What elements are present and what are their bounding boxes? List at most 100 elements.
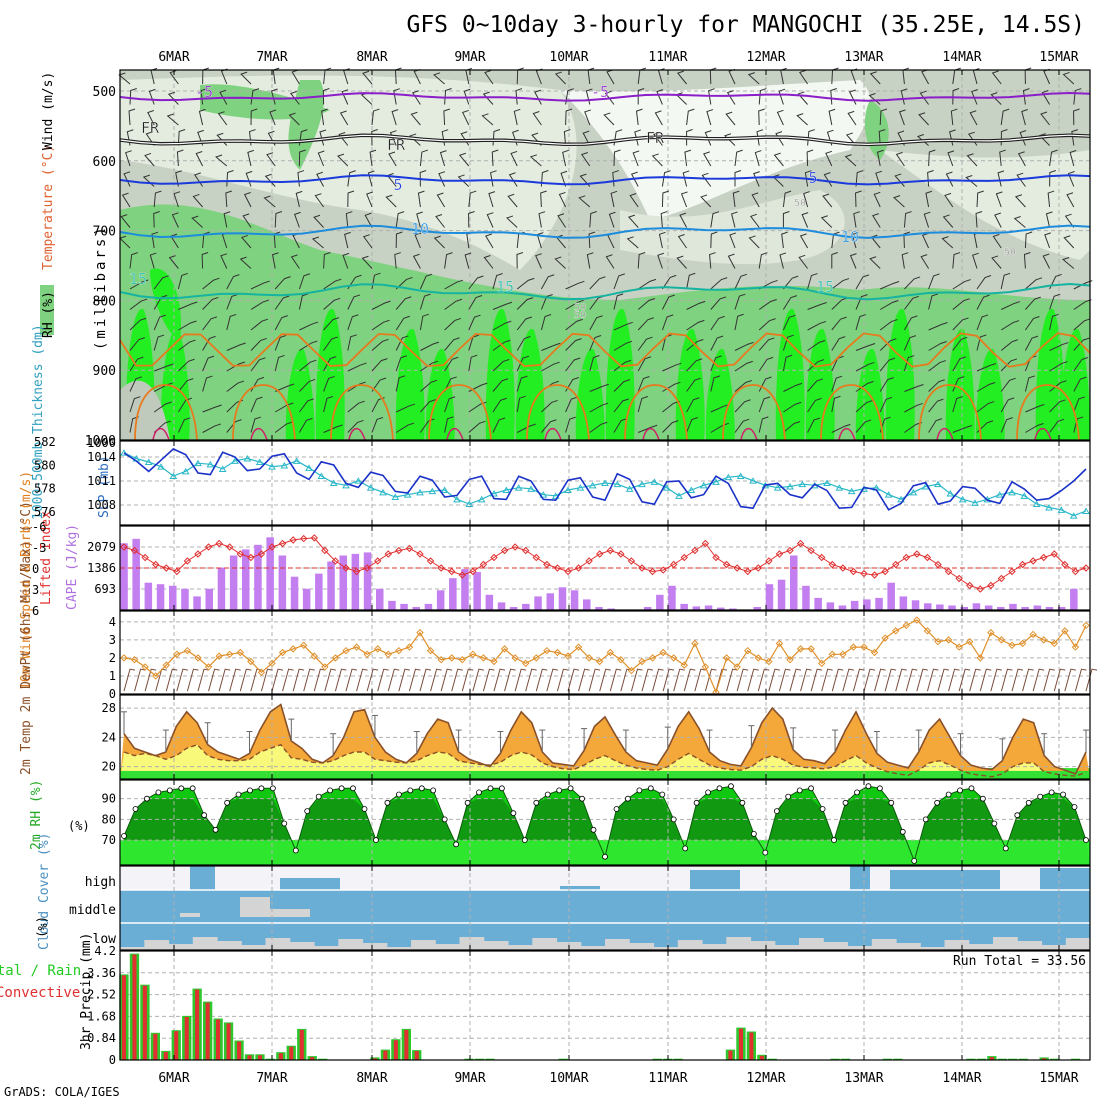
precip-convective-bar <box>289 1046 294 1060</box>
wind-speed-point <box>807 645 815 653</box>
thickness-point <box>539 491 548 498</box>
rh-point <box>602 853 608 860</box>
wind-barb <box>534 89 542 105</box>
wind-barb <box>1000 108 1010 126</box>
wind-barb <box>298 293 309 310</box>
wind-barb <box>347 294 361 310</box>
low-cloud-block <box>532 938 558 950</box>
rh-point <box>579 795 585 802</box>
wind-speed-point <box>596 657 604 666</box>
wind-barb <box>651 153 663 167</box>
temp-contour-warm-loop <box>428 384 492 441</box>
wind-barb <box>844 154 857 167</box>
cape-bar <box>376 588 384 610</box>
surface-wind-barb <box>260 668 273 692</box>
lifted-index-point <box>564 567 572 576</box>
surface-wind-barb <box>1053 668 1066 692</box>
pressure-tick-label: 700 <box>93 225 116 240</box>
surface-wind-barb <box>704 668 717 692</box>
thickness-point <box>675 492 683 499</box>
wind-barb <box>371 358 388 372</box>
wind-speed-point <box>944 636 953 644</box>
wind-barb <box>371 338 389 351</box>
rh-point <box>1025 799 1032 806</box>
thickness-point <box>613 480 622 488</box>
wind-speed-point <box>796 645 805 653</box>
surface-wind-barb <box>842 668 854 692</box>
wind-barb <box>1000 272 1011 290</box>
wind-barb <box>952 252 961 269</box>
wind-barb <box>749 213 760 228</box>
wind-barb <box>420 399 436 413</box>
wind-barb <box>417 190 425 208</box>
cape-bar <box>242 549 250 610</box>
surface-wind-barb <box>144 668 157 692</box>
wind-barb <box>1000 397 1015 413</box>
surface-wind-barb <box>408 668 421 692</box>
wind-barb <box>516 423 536 433</box>
surface-wind-barb <box>1032 668 1045 692</box>
precip-total-bar <box>882 1058 892 1060</box>
low-cloud-block <box>605 939 630 950</box>
wind-barb <box>516 277 535 290</box>
wind-barb <box>893 195 905 208</box>
lifted-index-point <box>352 567 361 576</box>
wind-barb <box>831 278 850 290</box>
rh-point <box>350 785 356 792</box>
wind-barb <box>928 379 945 392</box>
wind-barb <box>541 342 561 351</box>
wind-barb <box>661 314 674 331</box>
date-tick-label: 6MAR <box>158 1071 189 1086</box>
wind-barb <box>299 378 316 392</box>
wind-barb <box>831 336 846 351</box>
lifted-index-point <box>606 546 614 555</box>
lifted-index-point <box>448 567 456 576</box>
wind-barb <box>558 191 567 208</box>
wind-barb <box>129 298 148 310</box>
wind-barb <box>605 254 615 269</box>
wind-barb <box>444 356 459 372</box>
contour-label-rh: 50 <box>794 198 806 209</box>
wind-barb <box>872 213 881 228</box>
wind-barb <box>274 315 288 331</box>
wind-speed-point <box>839 650 847 659</box>
wind-barb <box>123 171 131 187</box>
surface-wind-barb <box>1085 668 1098 692</box>
rh-point <box>155 789 162 796</box>
lifted-index-point <box>765 557 773 565</box>
rh-point <box>269 785 276 792</box>
wind-barb <box>903 355 915 372</box>
date-tick-label: 13MAR <box>844 50 883 65</box>
upper-legend: RH (%) Temperature (°C) Wind (m/s) (mill… <box>40 72 109 350</box>
wind-barb <box>851 232 859 249</box>
wind-barb <box>686 417 699 433</box>
wind-speed-point <box>913 616 921 624</box>
wind-tick-label: 3 <box>109 633 116 647</box>
temp-contour-warm-loop <box>624 384 688 441</box>
low-cloud-block <box>508 945 533 950</box>
precip-ylabel: 3hr Precip (mm) <box>79 933 94 1050</box>
surface-wind-barb <box>958 668 971 692</box>
wind-barb <box>468 420 486 433</box>
lifted-index-point <box>722 560 731 569</box>
wind-speed-point <box>659 648 667 657</box>
wind-barb <box>220 253 228 269</box>
lifted-index-tick-label: 3 <box>32 583 39 597</box>
thickness-point <box>650 478 659 485</box>
wind-barb <box>589 335 602 351</box>
rh-point <box>808 785 814 792</box>
wind-barb <box>347 190 355 208</box>
lifted-index-point <box>363 564 371 572</box>
wind-speed-point <box>701 663 710 671</box>
wind-speed-point <box>976 654 984 662</box>
wind-barb <box>1049 293 1061 310</box>
wind-barb <box>178 320 197 331</box>
precip-convective-bar <box>216 1019 221 1060</box>
wind-barb <box>419 170 427 187</box>
slp-line <box>123 448 1087 511</box>
precip-total-bar <box>464 1058 474 1060</box>
rh-convective-plume <box>575 348 605 440</box>
wind-barb <box>686 108 695 126</box>
upper-air-frame <box>119 69 1091 441</box>
